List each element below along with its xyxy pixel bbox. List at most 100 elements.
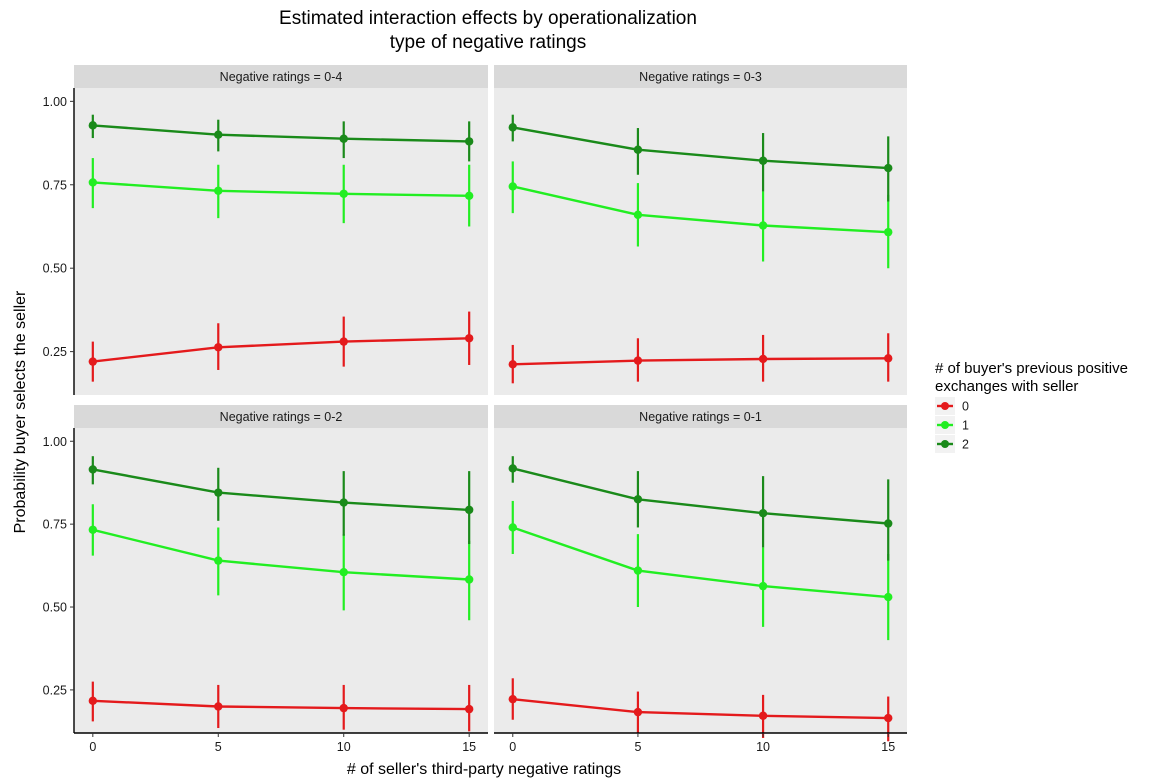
legend-key-point [941,402,949,410]
chart-title: Estimated interaction effects by operati… [279,8,697,53]
series-1 [88,504,474,621]
data-point [464,704,474,714]
legend: # of buyer's previous positive exchanges… [935,360,1128,453]
legend-title-line-1: # of buyer's previous positive [935,360,1128,377]
series-0 [508,333,893,384]
y-tick-label: 0.25 [43,683,67,697]
series-line [92,699,470,711]
data-point [464,334,474,343]
facet-strip [74,405,488,428]
y-tick-label: 0.50 [43,262,67,276]
legend-key-point [941,421,949,429]
legend-item: 0 [935,397,969,415]
y-axis-title: Probability buyer selects the seller [12,290,29,533]
data-point [339,703,348,713]
series-line [512,126,889,170]
series-line [512,185,889,234]
x-tick-label: 15 [881,740,895,754]
data-point [88,357,98,366]
y-tick-label: 0.25 [43,345,67,359]
data-point [464,137,474,146]
series-1 [508,161,893,269]
panel-background [494,428,907,733]
data-point [884,713,893,723]
series-0 [88,681,474,732]
data-point [758,711,768,720]
data-point [88,121,98,130]
y-tick-label: 0.50 [43,601,67,615]
data-point [464,505,474,515]
x-tick-label: 0 [509,740,516,754]
series-0 [88,311,474,382]
data-point [214,488,223,497]
x-tick-label: 10 [337,740,351,754]
data-point [884,354,893,363]
x-tick-label: 15 [462,740,476,754]
data-point [758,509,768,518]
data-point [214,702,223,711]
data-point [758,581,768,591]
data-point [884,227,893,237]
facet-strip-label: Negative ratings = 0-2 [220,410,343,424]
panel-background [74,428,488,733]
panel-background [74,88,488,395]
data-point [464,191,474,200]
legend-title-line-2: exchanges with seller [935,378,1078,395]
series-line [92,528,470,581]
chart-title-line-1: Estimated interaction effects by operati… [279,8,697,29]
data-point [758,354,768,364]
data-point [464,575,474,584]
data-point [508,182,517,191]
data-point [88,465,98,474]
axes: # of seller's third-party negative ratin… [12,88,907,778]
data-point [508,694,517,704]
facet-strip-label: Negative ratings = 0-1 [639,410,762,424]
data-point [884,519,893,528]
legend-key-point [941,440,949,448]
facet-strip [494,65,907,88]
data-point [508,123,517,132]
series-1 [508,500,893,641]
series-1 [88,158,474,227]
facet-strip [74,65,488,88]
data-point [339,189,348,198]
data-point [633,495,643,504]
series-line [92,468,470,512]
data-point [508,360,517,369]
facet-panel: Negative ratings = 0-4 [74,65,488,395]
facet-strip [494,405,907,428]
facet-panel: Negative ratings = 0-1 [494,405,907,742]
data-point [339,568,348,577]
legend-label: 1 [962,419,969,433]
x-tick-label: 10 [756,740,770,754]
series-2 [88,456,474,545]
y-tick-label: 1.00 [43,95,67,109]
data-point [214,130,223,139]
series-0 [508,678,893,742]
data-point [508,464,517,473]
series-line [92,181,470,197]
data-point [339,498,348,507]
series-line [512,526,889,599]
facet-strip-label: Negative ratings = 0-4 [220,70,343,84]
data-point [633,707,643,717]
data-point [88,696,98,706]
legend-item: 2 [935,435,969,453]
facet-panel: Negative ratings = 0-2 [74,405,488,733]
series-line [92,337,470,363]
legend-item: 1 [935,416,969,434]
facet-panel: Negative ratings = 0-3 [494,65,907,395]
data-point [214,343,223,352]
series-2 [88,114,474,162]
data-point [214,186,223,195]
data-point [88,525,98,534]
x-axis-title: # of seller's third-party negative ratin… [347,761,621,778]
legend-label: 0 [962,400,969,414]
data-point [508,523,517,532]
data-point [633,210,643,220]
series-line [512,698,889,720]
series-2 [508,114,893,202]
series-line [512,357,889,366]
data-point [88,178,98,187]
